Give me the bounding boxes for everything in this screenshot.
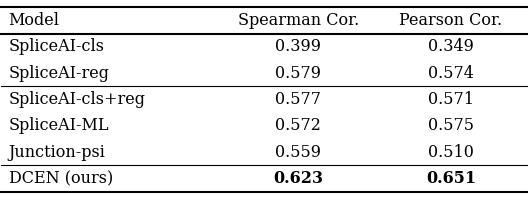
Text: Spearman Cor.: Spearman Cor. <box>238 12 359 29</box>
Text: SpliceAI-cls+reg: SpliceAI-cls+reg <box>8 91 146 108</box>
Text: Junction-psi: Junction-psi <box>8 144 106 161</box>
Text: 0.575: 0.575 <box>428 117 474 134</box>
Text: 0.349: 0.349 <box>428 38 474 55</box>
Text: 0.399: 0.399 <box>275 38 321 55</box>
Text: Model: Model <box>8 12 60 29</box>
Text: 0.651: 0.651 <box>426 170 476 187</box>
Text: 0.572: 0.572 <box>275 117 321 134</box>
Text: 0.579: 0.579 <box>275 65 321 82</box>
Text: 0.623: 0.623 <box>273 170 323 187</box>
Text: 0.577: 0.577 <box>275 91 321 108</box>
Text: DCEN (ours): DCEN (ours) <box>8 170 113 187</box>
Text: 0.571: 0.571 <box>428 91 474 108</box>
Text: 0.574: 0.574 <box>428 65 474 82</box>
Text: SpliceAI-reg: SpliceAI-reg <box>8 65 110 82</box>
Text: Pearson Cor.: Pearson Cor. <box>399 12 503 29</box>
Text: 0.559: 0.559 <box>275 144 321 161</box>
Text: 0.510: 0.510 <box>428 144 474 161</box>
Text: SpliceAI-cls: SpliceAI-cls <box>8 38 105 55</box>
Text: SpliceAI-ML: SpliceAI-ML <box>8 117 109 134</box>
